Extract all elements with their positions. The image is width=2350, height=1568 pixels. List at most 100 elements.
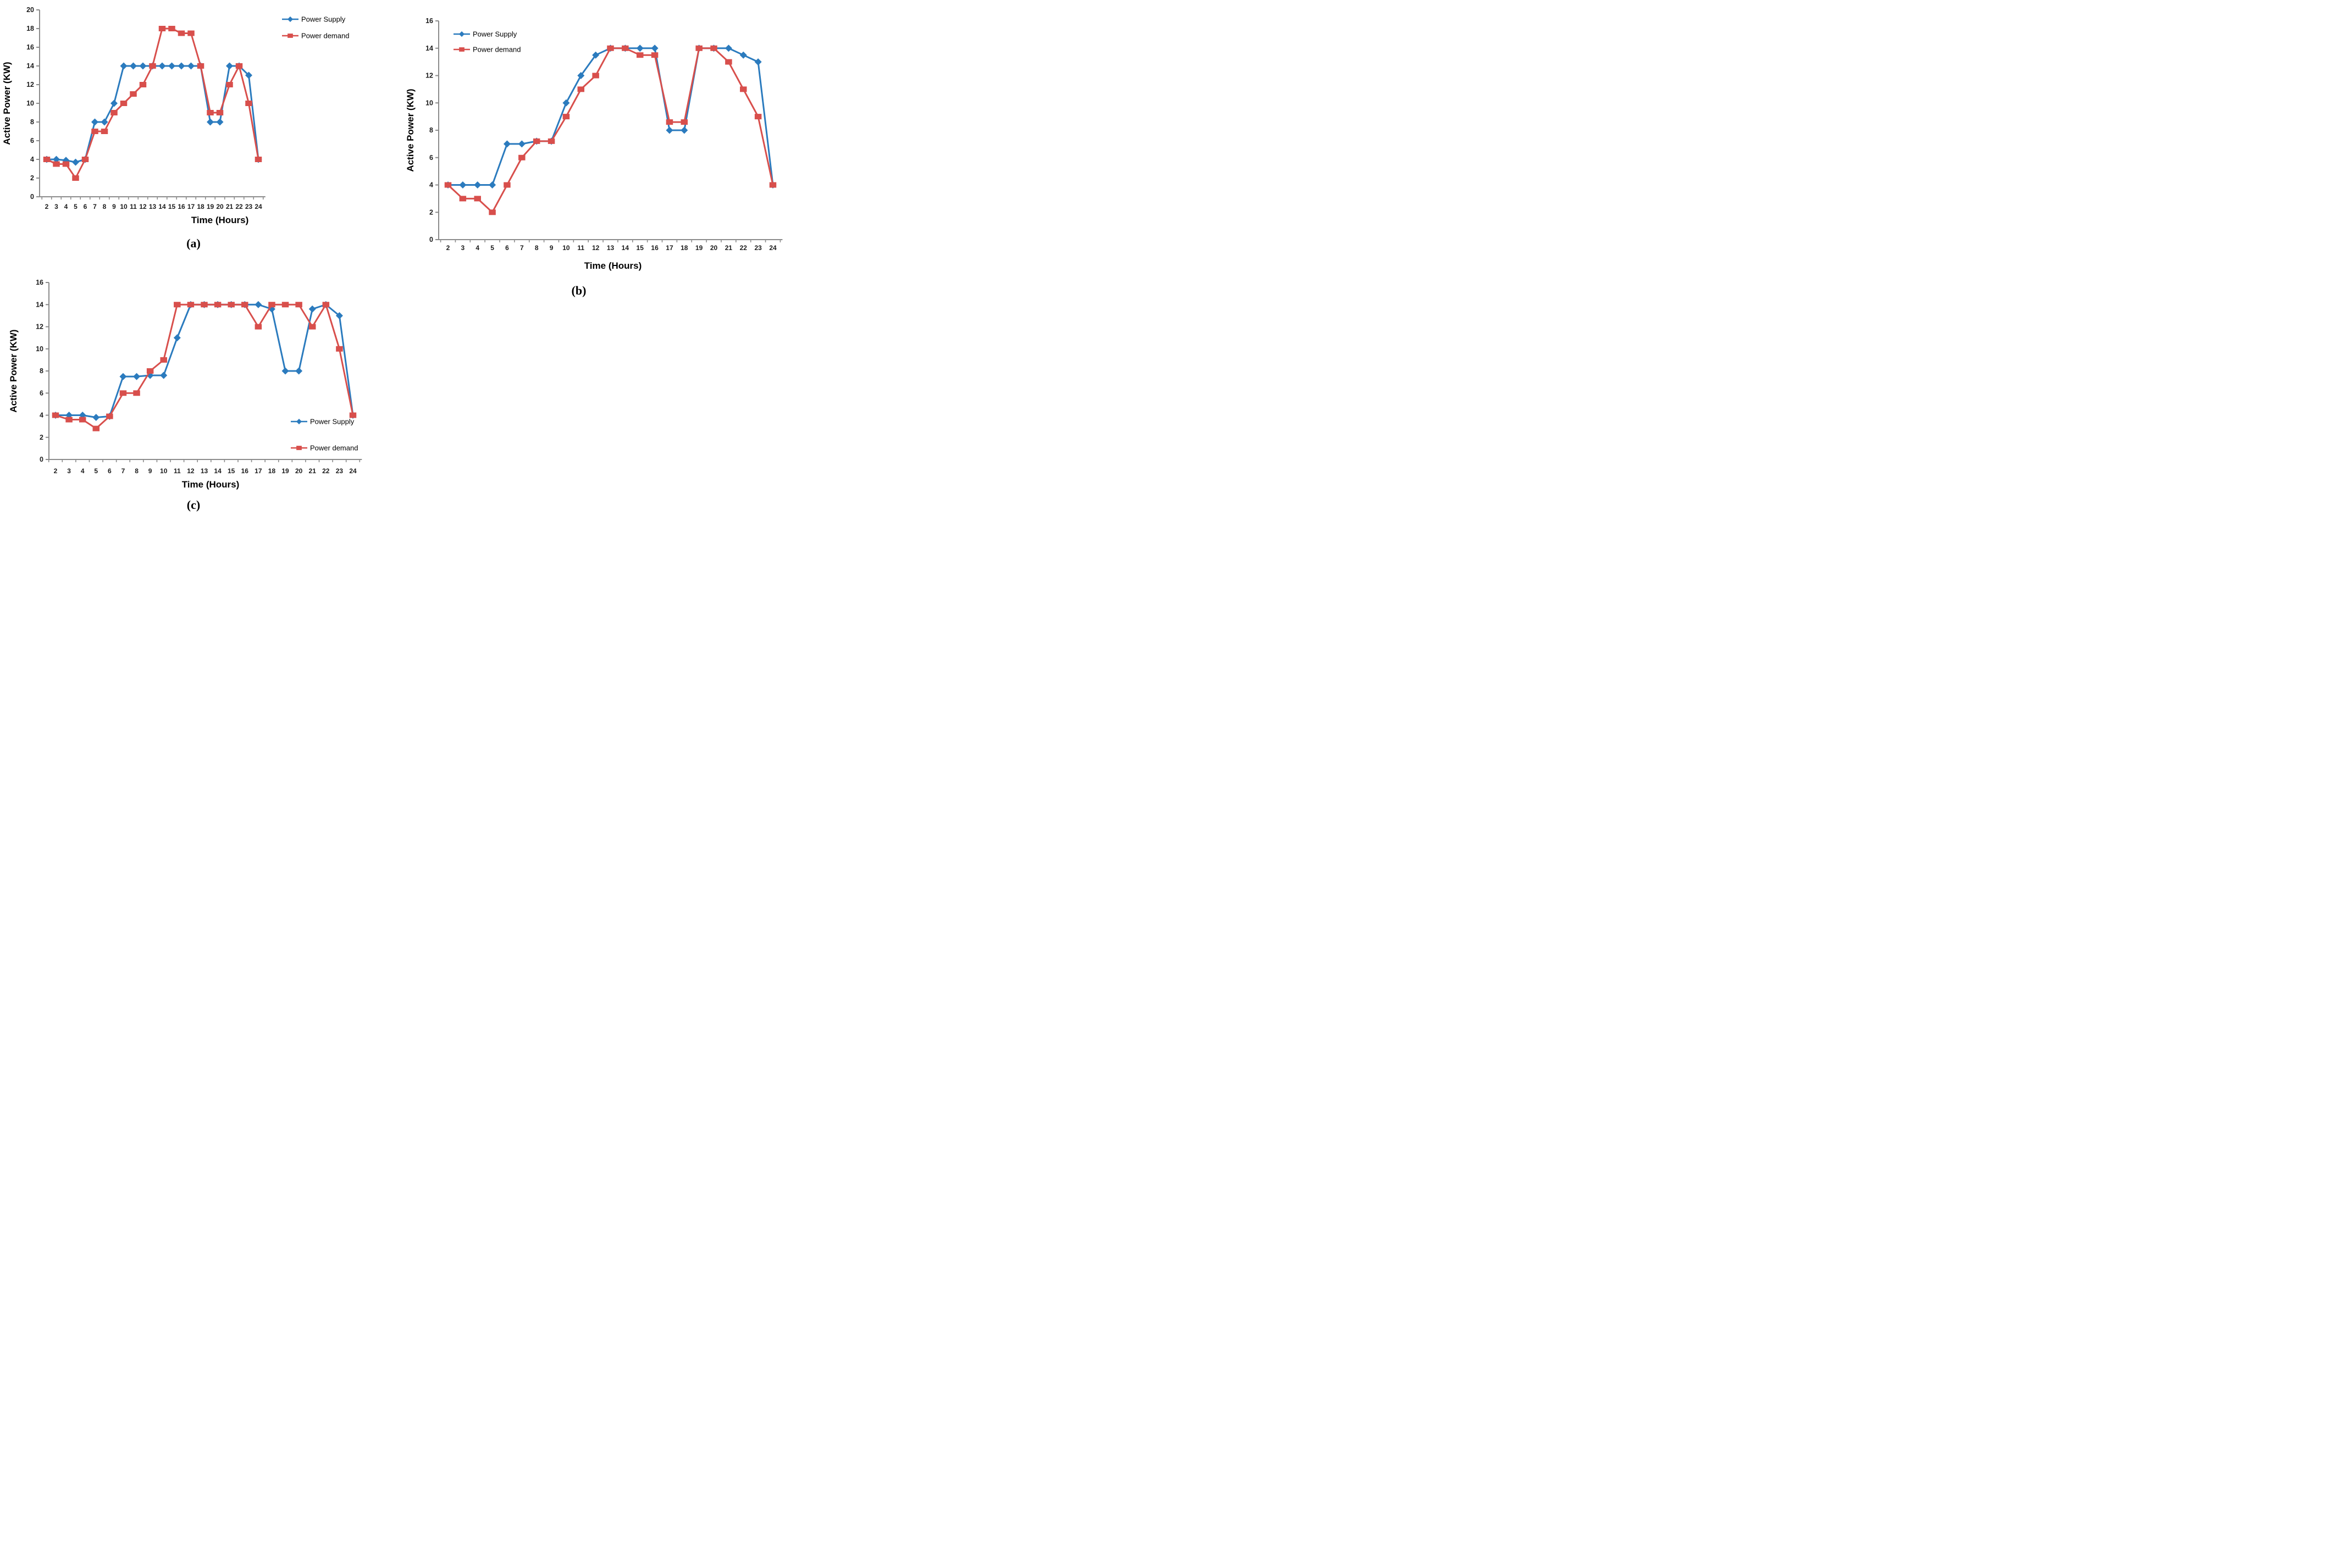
- power-supply-marker: [754, 58, 762, 66]
- power-demand-marker: [214, 302, 222, 308]
- x-tick-label: 12: [187, 467, 195, 475]
- power-demand-marker: [518, 154, 526, 160]
- power-demand-marker: [651, 52, 659, 58]
- power-supply-marker: [168, 62, 175, 70]
- power-demand-marker: [725, 59, 732, 65]
- power-supply-marker: [636, 45, 644, 52]
- power-demand-marker: [255, 157, 262, 162]
- power-supply-marker: [651, 45, 659, 52]
- y-tick-label: 12: [26, 81, 34, 88]
- power-supply-marker: [158, 62, 166, 70]
- x-tick-label: 10: [120, 203, 128, 210]
- power-demand-line: [55, 303, 354, 430]
- power-supply-marker: [146, 372, 154, 379]
- chart-b-power-supply-vs-demand: 0 2 4 6 8 10 12 14 16 2 3 4 5 6 7 8 9 10 11 12 13 14 15 16 17 18 1…: [407, 0, 783, 300]
- x-tick-label: 4: [81, 467, 85, 475]
- power-demand-marker: [130, 91, 137, 97]
- legend-label: Power Supply: [310, 418, 355, 426]
- x-tick-label: 9: [550, 244, 554, 252]
- power-demand-marker: [139, 82, 147, 87]
- power-demand-marker: [158, 26, 166, 31]
- power-demand-marker: [607, 45, 614, 51]
- x-tick-label: 14: [214, 467, 222, 475]
- x-tick-label: 19: [281, 467, 289, 475]
- power-demand-marker: [120, 101, 128, 106]
- x-axis-title: Time (Hours): [191, 215, 249, 225]
- power-demand-marker: [533, 138, 540, 144]
- x-tick-label: 11: [130, 203, 137, 210]
- legend-label: Power Supply: [473, 30, 517, 38]
- x-tick-label: 18: [681, 244, 688, 252]
- power-demand-marker: [235, 63, 243, 69]
- x-tick-label: 2: [446, 244, 450, 252]
- y-tick-label: 10: [26, 99, 34, 107]
- power-supply-marker: [110, 99, 118, 107]
- power-demand-marker: [187, 30, 195, 36]
- power-demand-marker: [72, 175, 79, 181]
- x-tick-label: 22: [740, 244, 748, 252]
- power-demand-marker: [81, 157, 89, 162]
- x-tick-label: 3: [67, 467, 71, 475]
- power-demand-marker: [216, 110, 224, 115]
- x-tick-label: 15: [168, 203, 176, 210]
- legend: Power Supply Power demand: [454, 30, 521, 54]
- legend: Power Supply Power demand: [291, 418, 358, 452]
- y-axis-title: Active Power (KW): [2, 62, 12, 145]
- legend-label: Power demand: [301, 32, 349, 40]
- power-demand-marker: [133, 390, 140, 396]
- y-tick-label: 2: [30, 174, 34, 182]
- power-demand-marker: [577, 86, 585, 92]
- legend-label: Power demand: [473, 46, 521, 54]
- power-demand-marker: [62, 161, 70, 167]
- power-demand-marker: [295, 302, 302, 308]
- x-tick-label: 22: [322, 467, 330, 475]
- chart-caption: (a): [186, 236, 201, 250]
- power-supply-marker: [92, 414, 100, 422]
- x-tick-label: 13: [607, 244, 615, 252]
- x-tick-label: 9: [148, 467, 152, 475]
- x-tick-label: 8: [135, 467, 139, 475]
- y-tick-label: 6: [30, 137, 34, 145]
- x-tick-label: 8: [103, 203, 107, 210]
- y-tick-label: 20: [26, 6, 34, 14]
- x-tick-label: 6: [108, 467, 112, 475]
- x-tick-label: 17: [255, 467, 262, 475]
- power-supply-marker: [268, 305, 275, 313]
- power-demand-marker: [548, 138, 555, 144]
- power-supply-marker: [120, 62, 128, 70]
- x-tick-label: 24: [255, 203, 262, 210]
- x-tick-label: 20: [216, 203, 224, 210]
- power-demand-marker: [336, 346, 343, 352]
- x-tick-label: 18: [268, 467, 276, 475]
- y-tick-label: 6: [40, 389, 43, 397]
- x-tick-label: 2: [54, 467, 58, 475]
- x-tick-label: 20: [710, 244, 718, 252]
- power-demand-marker: [754, 114, 762, 120]
- power-supply-marker: [474, 181, 482, 189]
- power-supply-marker: [187, 62, 195, 70]
- power-supply-marker: [91, 118, 98, 126]
- x-tick-label: 20: [295, 467, 303, 475]
- y-tick-label: 14: [425, 45, 433, 52]
- power-supply-marker: [666, 126, 673, 134]
- power-supply-marker: [335, 312, 343, 319]
- x-tick-label: 5: [94, 467, 98, 475]
- y-tick-label: 0: [429, 236, 433, 243]
- y-axis-title: Active Power (KW): [8, 329, 19, 412]
- power-supply-marker: [308, 305, 316, 313]
- y-tick-label: 16: [425, 17, 433, 25]
- power-demand-marker: [474, 196, 481, 202]
- y-tick-label: 18: [26, 25, 34, 32]
- power-supply-marker: [459, 181, 467, 189]
- power-supply-marker: [226, 62, 233, 70]
- x-tick-label: 16: [178, 203, 185, 210]
- x-tick-label: 17: [187, 203, 195, 210]
- x-tick-label: 3: [461, 244, 465, 252]
- power-demand-marker: [178, 30, 185, 36]
- legend: Power Supply Power demand: [282, 15, 349, 40]
- legend-power-supply-marker: [458, 31, 465, 37]
- power-demand-marker: [160, 357, 167, 363]
- power-supply-marker: [101, 118, 108, 126]
